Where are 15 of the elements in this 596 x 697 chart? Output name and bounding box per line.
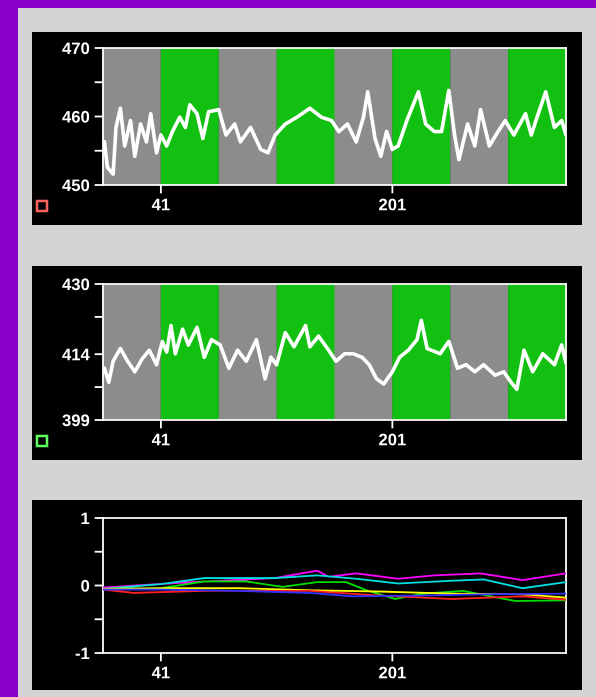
y-tick-label: 1 [82,512,90,524]
x-tick-label: 41 [152,434,170,446]
y-tick-label: 470 [62,42,90,54]
y-tick-label: 430 [62,278,90,290]
x-tick-label: 201 [379,198,406,210]
x-tick-label: 41 [152,198,170,210]
y-tick-label: -1 [76,648,90,660]
x-tick-label: 201 [379,434,406,446]
y-tick-label: 450 [62,179,90,192]
y-tick-label: 414 [62,348,90,360]
y-tick-label: 460 [62,110,90,123]
y-tick-label: 0 [81,580,90,592]
x-tick-label: 201 [379,666,406,678]
x-tick-label: 41 [152,666,170,678]
y-tick-label: 399 [62,414,90,426]
